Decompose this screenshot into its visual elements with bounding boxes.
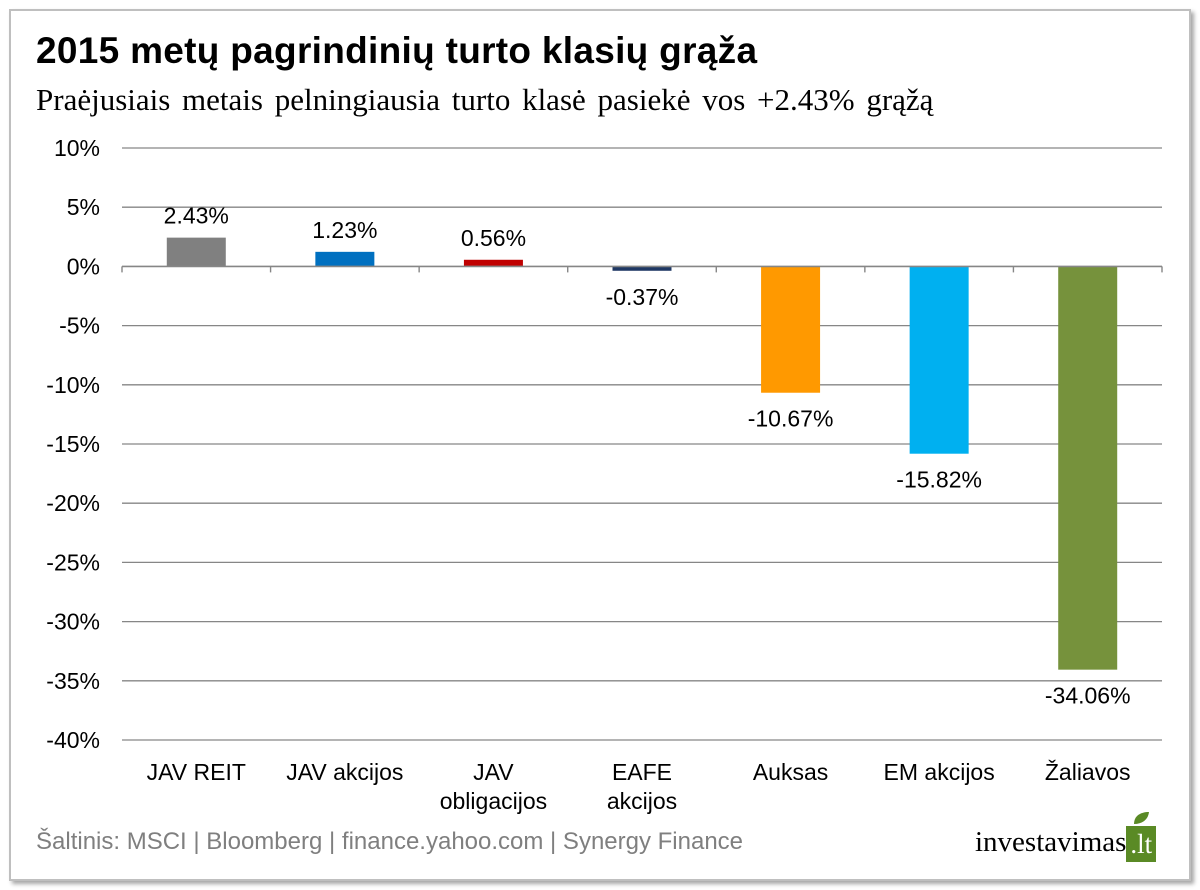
chart-title: 2015 metų pagrindinių turto klasių grąža: [36, 30, 758, 71]
y-tick-label: -10%: [46, 372, 100, 398]
y-tick-label: -35%: [46, 668, 100, 694]
y-tick-label: -40%: [46, 727, 100, 753]
data-label: -0.37%: [606, 284, 679, 310]
data-label: -10.67%: [748, 406, 834, 432]
y-tick-label: 10%: [54, 135, 100, 161]
data-label: 2.43%: [164, 203, 229, 229]
y-tick-label: -15%: [46, 431, 100, 457]
leaf-icon: [1134, 812, 1150, 824]
logo-tld-text: .lt: [1130, 829, 1153, 859]
data-label: -15.82%: [896, 467, 982, 493]
x-tick-label: JAV REIT: [147, 759, 246, 785]
x-tick-label: Auksas: [753, 759, 828, 785]
investavimas-logo: investavimas .lt: [975, 812, 1157, 868]
logo-tld: .lt: [1126, 812, 1157, 862]
data-label: 1.23%: [312, 217, 377, 243]
x-tick-label: JAV: [473, 759, 514, 785]
bar: [612, 266, 672, 271]
bar: [463, 259, 523, 267]
chart-subtitle: Praėjusiais metais pelningiausia turto k…: [36, 82, 934, 117]
y-tick-label: -5%: [59, 313, 100, 339]
x-tick-label: EAFE: [612, 759, 672, 785]
x-axis-labels: JAV REIT JAV akcijos JAV obligacijos EAFE akc…: [147, 759, 1131, 814]
bar: [166, 237, 226, 267]
x-tick-label: JAV akcijos: [286, 759, 403, 785]
x-tick-label: Žaliavos: [1045, 759, 1131, 785]
y-tick-label: -25%: [46, 549, 100, 575]
y-tick-label: 0%: [67, 253, 100, 279]
y-tick-label: 5%: [67, 194, 100, 220]
grid-lines: [122, 147, 1162, 741]
bar: [1058, 266, 1118, 670]
x-tick-label: akcijos: [607, 788, 677, 814]
data-label: -34.06%: [1045, 683, 1131, 709]
y-axis-ticks: 10% 5% 0% -5% -10% -15% -20% -25% -30% -35% -40%: [46, 135, 100, 753]
bar: [315, 251, 375, 267]
source-note: Šaltinis: MSCI | Bloomberg | finance.yah…: [36, 828, 744, 855]
chart-frame: [9, 9, 1191, 881]
x-tick-label: EM akcijos: [884, 759, 995, 785]
data-labels: 2.43% 1.23% 0.56% -0.37% -10.67% -15.82% -34.0…: [164, 203, 1131, 709]
logo-text: investavimas: [975, 826, 1127, 858]
bar: [761, 266, 821, 393]
data-label: 0.56%: [461, 225, 526, 251]
y-tick-label: -30%: [46, 609, 100, 635]
bars: [166, 237, 1118, 670]
bar: [909, 266, 969, 454]
y-tick-label: -20%: [46, 490, 100, 516]
x-tick-label: obligacijos: [440, 788, 547, 814]
zero-axis: [121, 265, 1163, 273]
